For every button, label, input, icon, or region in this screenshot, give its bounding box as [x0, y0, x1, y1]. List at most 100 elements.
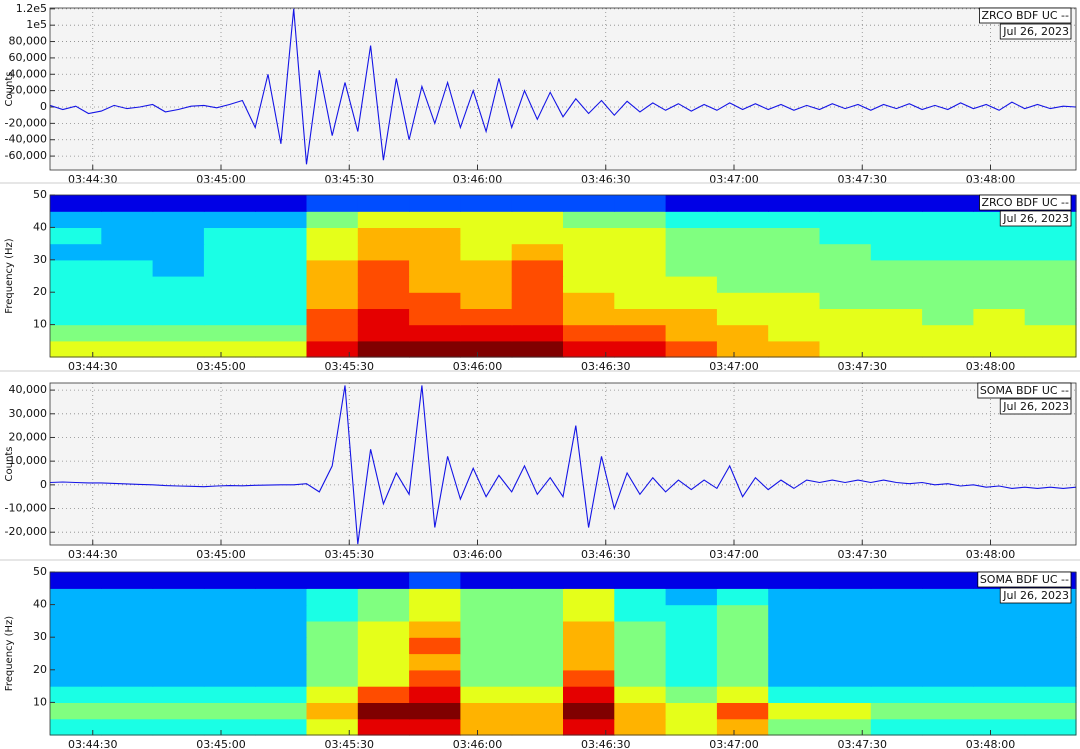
heatmap-cell — [50, 686, 102, 703]
heatmap-cell — [50, 276, 102, 293]
heatmap-cell — [614, 653, 667, 671]
heatmap-cell — [511, 276, 564, 293]
heatmap-cell — [614, 340, 667, 358]
heatmap-cell — [665, 718, 718, 736]
heatmap-cell — [922, 669, 974, 687]
heatmap-cell — [203, 637, 256, 655]
station-label-box — [979, 7, 1072, 24]
heatmap-cell — [819, 604, 872, 622]
heatmap-cell — [357, 604, 410, 622]
heatmap-cell — [870, 702, 923, 720]
heatmap-cell — [306, 637, 359, 655]
heatmap-cell — [50, 653, 102, 671]
heatmap-cell — [819, 259, 872, 277]
heatmap-cell — [716, 259, 769, 277]
heatmap-cell — [716, 669, 769, 687]
heatmap-cell — [1024, 604, 1077, 622]
heatmap-cell — [255, 718, 308, 736]
heatmap-cell — [716, 588, 769, 606]
heatmap-cell — [50, 227, 102, 245]
y-tick-label: 1.2e5 — [16, 2, 47, 15]
heatmap-cell — [665, 259, 718, 277]
heatmap-cell — [1024, 686, 1077, 703]
heatmap-cell — [255, 588, 308, 606]
heatmap-cell — [819, 276, 872, 293]
heatmap-cell — [1024, 653, 1077, 671]
heatmap-cell — [50, 572, 102, 589]
heatmap-cell — [409, 572, 461, 589]
heatmap-cell — [716, 718, 769, 736]
heatmap-cell — [50, 340, 102, 358]
heatmap-cell — [973, 669, 1026, 687]
heatmap-cell — [973, 308, 1026, 326]
y-tick-label: 20 — [33, 663, 47, 676]
heatmap-cell — [870, 292, 923, 309]
heatmap-cell — [614, 227, 667, 245]
heatmap-cell — [768, 620, 821, 638]
heatmap-cell — [409, 620, 461, 638]
heatmap-cell — [665, 276, 718, 293]
heatmap-cell — [460, 669, 513, 687]
station-label-box — [979, 194, 1072, 211]
heatmap-cell — [460, 211, 513, 228]
heatmap-cell — [357, 340, 410, 358]
heatmap-cell — [768, 276, 821, 293]
heatmap-cell — [716, 620, 769, 638]
heatmap-cell — [50, 324, 102, 342]
heatmap-cell — [101, 686, 154, 703]
y-tick-label: 40 — [33, 220, 47, 233]
heatmap-cell — [922, 686, 974, 703]
heatmap-cell — [409, 324, 461, 342]
heatmap-cell — [922, 227, 974, 245]
heatmap-cell — [1024, 259, 1077, 277]
heatmap-cell — [50, 669, 102, 687]
x-tick-label: 03:46:30 — [581, 360, 630, 373]
x-tick-label: 03:45:00 — [196, 173, 245, 186]
heatmap-cell — [870, 227, 923, 245]
y-tick-label: 30 — [33, 630, 47, 643]
heatmap-cell — [357, 588, 410, 606]
heatmap-cell — [973, 620, 1026, 638]
heatmap-cell — [101, 227, 154, 245]
heatmap-cell — [665, 604, 718, 622]
heatmap-cell — [101, 308, 154, 326]
heatmap-cell — [768, 702, 821, 720]
heatmap-cell — [203, 195, 256, 212]
heatmap-cell — [973, 276, 1026, 293]
heatmap-cell — [357, 686, 410, 703]
heatmap-cell — [665, 324, 718, 342]
heatmap-cell — [255, 227, 308, 245]
heatmap-cell — [357, 669, 410, 687]
heatmap-cell — [203, 702, 256, 720]
heatmap-cell — [614, 259, 667, 277]
y-tick-label: 0 — [40, 100, 47, 113]
heatmap-cell — [306, 308, 359, 326]
heatmap-cell — [716, 686, 769, 703]
x-tick-label: 03:46:30 — [581, 548, 630, 561]
heatmap-cell — [306, 276, 359, 293]
heatmap-cell — [255, 637, 308, 655]
plot-frame — [49, 194, 1077, 358]
heatmap-cell — [665, 243, 718, 261]
heatmap-cell — [922, 702, 974, 720]
heatmap-cell — [101, 572, 154, 589]
heatmap-cell — [716, 604, 769, 622]
heatmap-cell — [819, 718, 872, 736]
heatmap-cell — [665, 686, 718, 703]
heatmap-cell — [409, 669, 461, 687]
heatmap-cell — [203, 227, 256, 245]
x-tick-label: 03:45:30 — [325, 360, 374, 373]
heatmap-cell — [870, 637, 923, 655]
heatmap-cell — [511, 195, 564, 212]
heatmap-cell — [768, 718, 821, 736]
y-tick-label: 50 — [33, 188, 47, 201]
heatmap-cell — [922, 308, 974, 326]
heatmap-cell — [819, 572, 872, 589]
heatmap-cell — [614, 718, 667, 736]
heatmap-cell — [50, 308, 102, 326]
heatmap-cell — [665, 637, 718, 655]
heatmap-cell — [511, 572, 564, 589]
heatmap-cell — [563, 276, 615, 293]
heatmap-cell — [665, 588, 718, 606]
heatmap-cell — [50, 718, 102, 736]
